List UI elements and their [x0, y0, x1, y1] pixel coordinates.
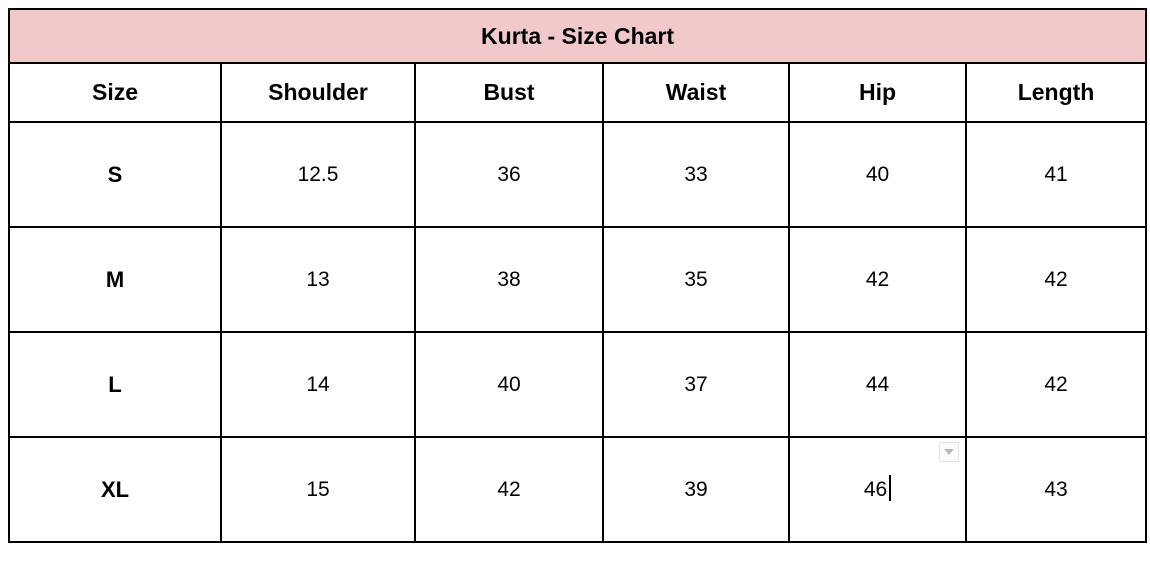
cell-s-size[interactable]: S [8, 121, 222, 228]
cell-l-size[interactable]: L [8, 331, 222, 438]
cell-xl-hip-editing[interactable]: 46 [788, 436, 967, 543]
size-chart-container: Kurta - Size Chart Size Shoulder Bust Wa… [7, 8, 1148, 543]
table-row-l: L 14 40 37 44 42 [8, 331, 1148, 438]
column-header-size[interactable]: Size [8, 62, 222, 123]
cell-xl-bust[interactable]: 42 [414, 436, 604, 543]
cell-s-hip[interactable]: 40 [788, 121, 967, 228]
table-row-xl: XL 15 42 39 46 43 [8, 436, 1148, 543]
cell-m-hip[interactable]: 42 [788, 226, 967, 333]
cell-xl-size[interactable]: XL [8, 436, 222, 543]
cell-m-shoulder[interactable]: 13 [220, 226, 416, 333]
cell-xl-hip-value: 46 [863, 477, 888, 501]
cell-m-waist[interactable]: 35 [602, 226, 790, 333]
cell-xl-shoulder[interactable]: 15 [220, 436, 416, 543]
table-title-row: Kurta - Size Chart [7, 8, 1148, 64]
cell-xl-waist[interactable]: 39 [602, 436, 790, 543]
cell-s-length[interactable]: 41 [964, 121, 1148, 228]
size-chart-table: Kurta - Size Chart Size Shoulder Bust Wa… [7, 8, 1148, 543]
cell-l-hip[interactable]: 44 [788, 331, 967, 438]
cell-l-waist[interactable]: 37 [602, 331, 790, 438]
table-title[interactable]: Kurta - Size Chart [7, 8, 1148, 64]
chevron-down-icon [944, 449, 954, 455]
cell-m-size[interactable]: M [8, 226, 222, 333]
text-caret [889, 475, 892, 502]
table-header-row: Size Shoulder Bust Waist Hip Length [8, 62, 1148, 123]
cell-xl-length[interactable]: 43 [964, 436, 1148, 543]
cell-m-length[interactable]: 42 [964, 226, 1148, 333]
table-row-s: S 12.5 36 33 40 41 [8, 121, 1148, 228]
cell-l-shoulder[interactable]: 14 [220, 331, 416, 438]
column-header-shoulder[interactable]: Shoulder [220, 62, 416, 123]
table-row-m: M 13 38 35 42 42 [8, 226, 1148, 333]
column-header-bust[interactable]: Bust [414, 62, 604, 123]
cell-l-bust[interactable]: 40 [414, 331, 604, 438]
column-header-hip[interactable]: Hip [788, 62, 967, 123]
cell-m-bust[interactable]: 38 [414, 226, 604, 333]
cell-dropdown-button[interactable] [939, 442, 959, 462]
cell-l-length[interactable]: 42 [964, 331, 1148, 438]
cell-s-waist[interactable]: 33 [602, 121, 790, 228]
cell-s-bust[interactable]: 36 [414, 121, 604, 228]
column-header-length[interactable]: Length [964, 62, 1148, 123]
column-header-waist[interactable]: Waist [602, 62, 790, 123]
cell-s-shoulder[interactable]: 12.5 [220, 121, 416, 228]
